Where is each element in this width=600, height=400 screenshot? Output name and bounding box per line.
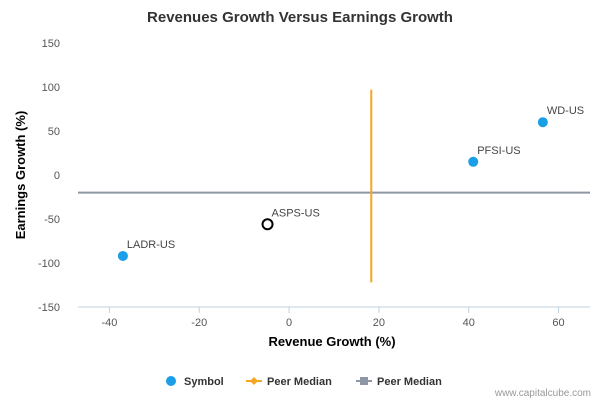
y-tick-label: 150 bbox=[42, 38, 60, 50]
legend-diamond-icon bbox=[250, 377, 258, 385]
x-tick-label: 20 bbox=[373, 317, 385, 329]
peer-median-lines bbox=[78, 89, 590, 283]
data-point-marker bbox=[261, 218, 274, 231]
data-point-marker bbox=[537, 117, 548, 128]
data-point-label: PFSI-US bbox=[477, 145, 520, 157]
x-axis-title: Revenue Growth (%) bbox=[268, 334, 395, 349]
chart-title: Revenues Growth Versus Earnings Growth bbox=[147, 9, 453, 26]
y-axis-title: Earnings Growth (%) bbox=[13, 111, 28, 240]
legend: Symbol Peer Median Peer Median bbox=[166, 376, 442, 388]
data-point-label: ASPS-US bbox=[272, 207, 320, 219]
data-point-marker bbox=[117, 250, 128, 261]
y-tick-label: -150 bbox=[38, 302, 60, 314]
x-tick-label: -40 bbox=[101, 317, 117, 329]
credit-text: www.capitalcube.com bbox=[494, 388, 591, 399]
data-point-marker bbox=[468, 156, 479, 167]
x-tick-label: 0 bbox=[286, 317, 292, 329]
legend-symbol-icon bbox=[166, 376, 176, 386]
data-points: WD-US PFSI-US ASPS-US LADR-US bbox=[117, 105, 584, 261]
y-tick-label: 100 bbox=[42, 82, 60, 94]
legend-label: Peer Median bbox=[267, 376, 332, 388]
y-tick-label: 0 bbox=[54, 170, 60, 182]
x-axis-ticks: -40 -20 0 20 40 60 bbox=[101, 307, 565, 329]
x-tick-label: -20 bbox=[191, 317, 207, 329]
y-tick-label: 50 bbox=[48, 126, 60, 138]
data-point-label: LADR-US bbox=[127, 239, 175, 251]
legend-label: Peer Median bbox=[377, 376, 442, 388]
y-axis-ticks: 150 100 50 0 -50 -100 -150 bbox=[38, 38, 60, 314]
legend-label: Symbol bbox=[184, 376, 224, 388]
y-tick-label: -50 bbox=[44, 214, 60, 226]
x-tick-label: 60 bbox=[552, 317, 564, 329]
x-tick-label: 40 bbox=[463, 317, 475, 329]
data-point-label: WD-US bbox=[547, 105, 584, 117]
y-tick-label: -100 bbox=[38, 258, 60, 270]
legend-square-icon bbox=[360, 377, 368, 385]
